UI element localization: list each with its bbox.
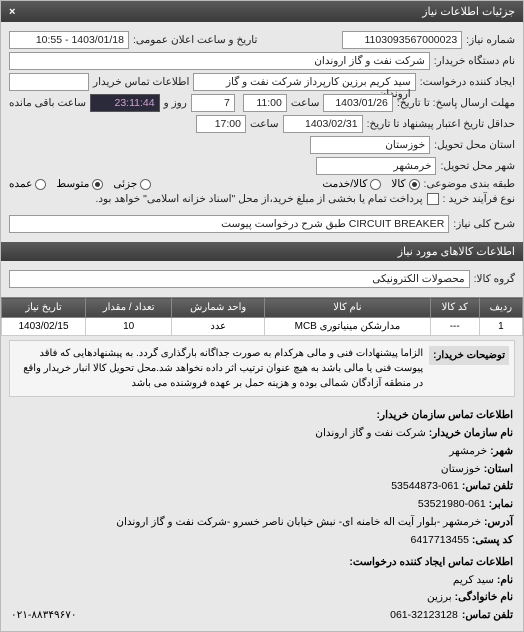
creator-phone-label: تلفن تماس: [462,607,513,625]
contact-province-label: استان: [484,463,513,475]
th-code: کد کالا [430,298,479,318]
panel-title: جزئیات اطلاعات نیاز [422,5,515,18]
request-no-label: شماره نیاز: [466,34,515,46]
announce-label: تاریخ و ساعت اعلان عمومی: [133,34,257,46]
days-remain: 7 [191,94,235,112]
cell-name: مدارشکن مینیاتوری MCB [265,318,431,336]
creator-label: ایجاد کننده درخواست: [420,76,515,88]
table-row: 1 --- مدارشکن مینیاتوری MCB عدد 10 1403/… [2,318,523,336]
request-no-field: 1103093567000023 [342,31,462,49]
contact-fax-value: 061-53521980 [418,498,486,510]
radio-kala[interactable]: کالا [391,178,419,190]
creator-family-value: برزین [427,591,452,603]
contact-section: اطلاعات تماس سازمان خریدار: نام سازمان خ… [1,401,523,631]
close-icon[interactable]: × [9,6,15,18]
province-label: استان محل تحویل: [434,139,515,151]
creator-field: سید کریم برزین کارپرداز شرکت نفت و گاز ا… [193,73,415,91]
radio-jozei-label: جزئی [113,178,137,190]
contact-phone-label: تلفن تماس: [462,480,513,492]
purchase-type-label: نوع فرآیند خرید : [443,193,515,205]
min-deadline-time: 17:00 [196,115,246,133]
time-remain: 23:11:44 [90,94,160,112]
contact-address-label: آدرس: [484,516,513,528]
org-label: نام دستگاه خریدار: [434,55,515,67]
budget-radio-group: کالا کالا/خدمت [322,178,419,190]
radio-khadamat-label: کالا/خدمت [322,178,367,190]
time-label-1: ساعت [291,97,320,109]
creator-phone-value: 061-32123128 [390,607,458,625]
goods-table: ردیف کد کالا نام کالا واحد شمارش تعداد /… [1,297,523,336]
size-radio-group: جزئی متوسط عمده [9,178,151,190]
radio-khadamat[interactable]: کالا/خدمت [322,178,381,190]
creator-name-value: سید کریم [453,574,494,586]
desc-field: CIRCUIT BREAKER طبق شرح درخواست پیوست [9,215,449,233]
radio-kala-label: کالا [391,178,405,190]
min-deadline-label: حداقل تاریخ اعتبار پیشنهاد تا تاریخ: [367,118,515,130]
radio-omde[interactable]: عمده [9,178,46,190]
budget-label: طبقه بندی موضوعی: [424,178,515,190]
details-panel: جزئیات اطلاعات نیاز × شماره نیاز: 110309… [0,0,524,632]
contact-fax-label: نمابر: [489,498,513,510]
creator-family-label: نام خانوادگی: [455,591,513,603]
province-field: خوزستان [310,136,430,154]
time-label-2: ساعت [250,118,279,130]
th-date: تاریخ نیاز [2,298,86,318]
time-remain-label: ساعت باقی مانده [9,97,86,109]
radio-dot-icon [35,179,46,190]
creator-name-label: نام: [497,574,513,586]
min-deadline-date: 1403/02/31 [283,115,363,133]
contact-phone-value: 061-53544873 [391,480,459,492]
purchase-note: پرداخت تمام یا بخشی از مبلغ خرید،از محل … [95,193,422,205]
deadline-send-date: 1403/01/26 [323,94,393,112]
th-unit: واحد شمارش [172,298,265,318]
th-qty: تعداد / مقدار [85,298,171,318]
org-name-value: شرکت نفت و گاز اروندان [315,427,426,439]
radio-omde-label: عمده [9,178,32,190]
purchase-checkbox[interactable] [427,193,439,205]
cell-row: 1 [479,318,522,336]
contact-city-label: شهر: [490,445,513,457]
contact-label: اطلاعات تماس خریدار [93,76,189,88]
org-name-label: نام سازمان خریدار: [429,427,513,439]
radio-motevasset-label: متوسط [56,178,89,190]
deadline-send-time: 11:00 [243,94,287,112]
radio-dot-icon [92,179,103,190]
table-header-row: ردیف کد کالا نام کالا واحد شمارش تعداد /… [2,298,523,318]
contact-address-value: خرمشهر -بلوار آیت اله خامنه ای- نبش خیاب… [116,516,481,528]
goods-group-field: محصولات الکترونیکی [9,270,470,288]
left-phone: ۰۲۱-۸۸۳۴۹۶۷۰ [11,607,77,625]
radio-motevasset[interactable]: متوسط [56,178,103,190]
days-remain-label: روز و [164,97,187,109]
contact-postal-value: 6417713455 [411,534,469,546]
th-row: ردیف [479,298,522,318]
contact-field [9,73,89,91]
desc-label: شرح کلی نیاز: [453,218,515,230]
cell-unit: عدد [172,318,265,336]
th-name: نام کالا [265,298,431,318]
note-text: الزاما پیشنهادات فنی و مالی هرکدام به صو… [15,346,423,391]
announce-field: 1403/01/18 - 10:55 [9,31,129,49]
note-label: توضیحات خریدار: [429,346,509,365]
radio-dot-icon [409,179,420,190]
contact-city-value: خرمشهر [449,445,487,457]
goods-section-title: اطلاعات کالاهای مورد نیاز [1,242,523,261]
radio-dot-icon [370,179,381,190]
radio-dot-icon [140,179,151,190]
cell-code: --- [430,318,479,336]
form-section: شماره نیاز: 1103093567000023 تاریخ و ساع… [1,22,523,242]
cell-qty: 10 [85,318,171,336]
deadline-send-label: مهلت ارسال پاسخ: تا تاریخ: [397,97,515,109]
city-field: خرمشهر [316,157,436,175]
radio-jozei[interactable]: جزئی [113,178,151,190]
contact-postal-label: کد پستی: [472,534,513,546]
buyer-note-box: توضیحات خریدار: الزاما پیشنهادات فنی و م… [9,340,515,397]
contact-section-title: اطلاعات تماس سازمان خریدار: [11,407,513,425]
goods-group-label: گروه کالا: [474,273,515,285]
org-field: شرکت نفت و گاز اروندان [9,52,430,70]
panel-header: جزئیات اطلاعات نیاز × [1,1,523,22]
contact-province-value: خوزستان [441,463,481,475]
city-label: شهر محل تحویل: [440,160,515,172]
cell-date: 1403/02/15 [2,318,86,336]
creator-contact-title: اطلاعات تماس ایجاد کننده درخواست: [11,554,513,572]
